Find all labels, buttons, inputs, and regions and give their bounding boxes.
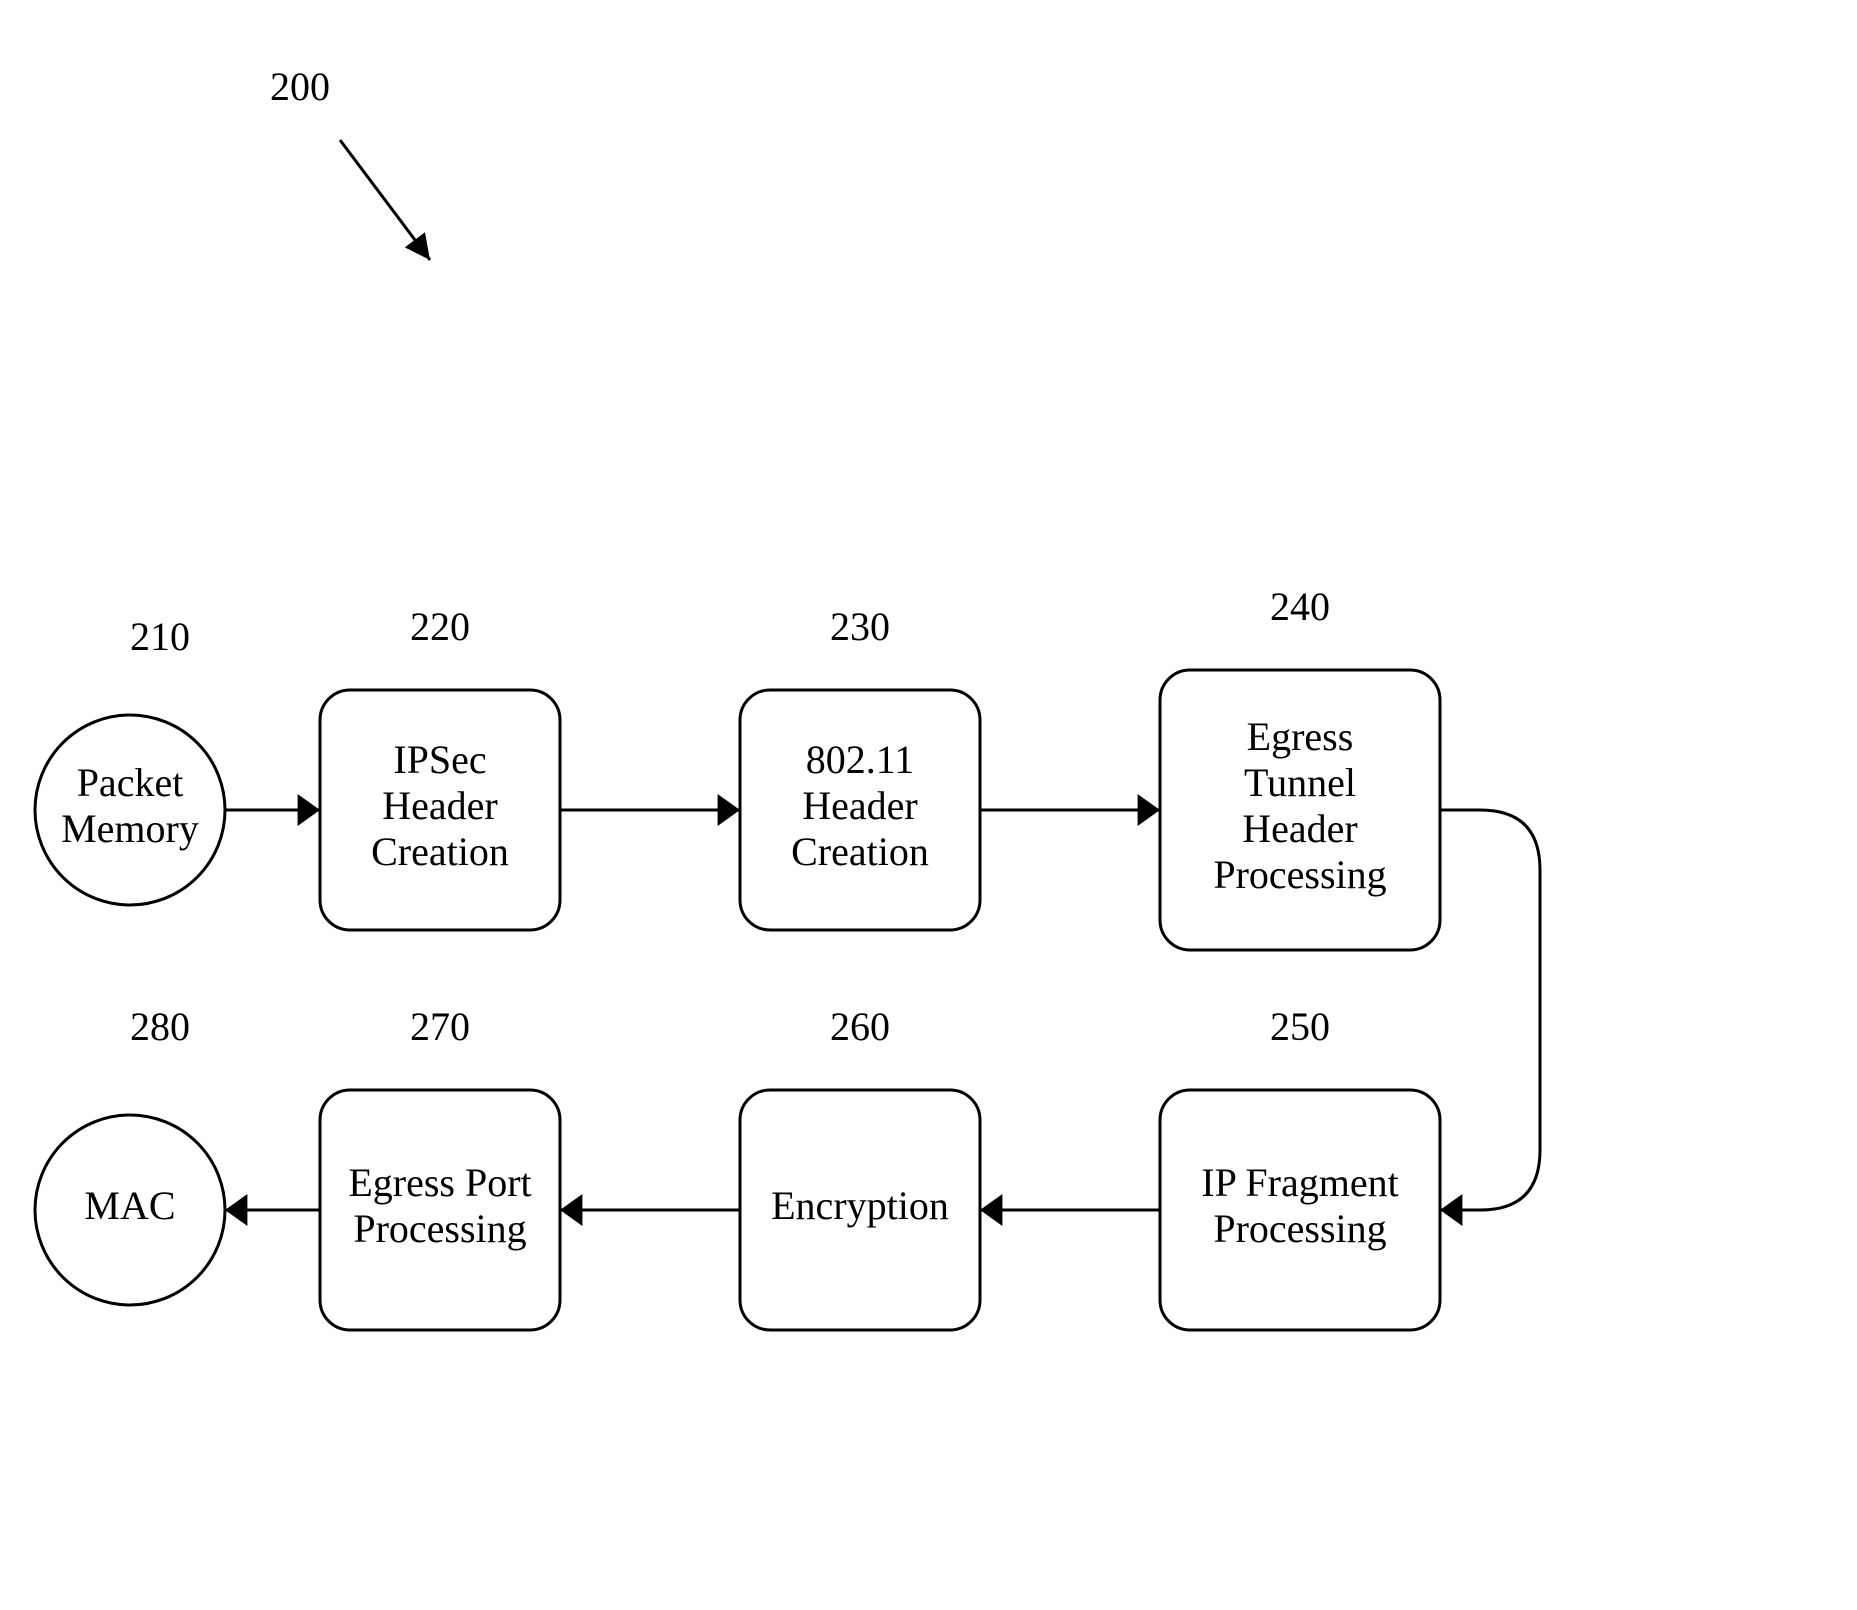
node-label-line: IP Fragment [1201,1160,1398,1205]
node-label-line: Processing [1213,1206,1386,1251]
node-label-line: Processing [1213,852,1386,897]
node-egress_tunnel: 240 EgressTunnelHeaderProcessing [1160,584,1440,950]
node-label-line: 802.11 [806,737,915,782]
figure-ref-arrowhead [405,232,430,260]
node-ref-label: 240 [1270,584,1330,629]
node-label-line: Header [382,783,497,828]
node-label-line: Header [1242,806,1357,851]
node-label-line: Processing [353,1206,526,1251]
node-encryption: 260 Encryption [740,1004,980,1330]
node-ref-label: 230 [830,604,890,649]
edge-arrowhead [560,1194,582,1226]
edge-arrowhead [718,794,740,826]
node-label-line: Creation [791,829,929,874]
node-ref-label: 210 [130,614,190,659]
node-label-line: Tunnel [1244,760,1356,805]
node-ref-label: 280 [130,1004,190,1049]
node-ref-label: 260 [830,1004,890,1049]
edge-arrowhead [1440,1194,1462,1226]
edge-arrowhead [298,794,320,826]
node-egress_port: 270 Egress PortProcessing [320,1004,560,1330]
node-label-line: Memory [61,806,199,851]
node-label-line: IPSec [393,737,486,782]
node-mac: 280 MAC [35,1004,225,1305]
node-label-line: MAC [84,1183,175,1228]
node-label-line: Encryption [771,1183,949,1228]
edge-arrowhead [225,1194,247,1226]
node-label-line: Creation [371,829,509,874]
node-label-line: Packet [77,760,184,805]
node-label-line: Egress [1247,714,1354,759]
node-ref-label: 220 [410,604,470,649]
node-ref-label: 250 [1270,1004,1330,1049]
node-ipsec: 220 IPSecHeaderCreation [320,604,560,930]
flowchart-diagram: 200210PacketMemory220IPSecHeaderCreation… [0,0,1857,1610]
node-ip_frag: 250 IP FragmentProcessing [1160,1004,1440,1330]
node-label-line: Header [802,783,917,828]
node-label-line: Egress Port [348,1160,531,1205]
node-packet_memory: 210 PacketMemory [35,614,225,905]
figure-ref-label: 200 [270,64,330,109]
edge-arrowhead [1138,794,1160,826]
node-h80211: 230 802.11HeaderCreation [740,604,980,930]
edge-curve [1440,810,1540,1210]
node-ref-label: 270 [410,1004,470,1049]
edge-arrowhead [980,1194,1002,1226]
